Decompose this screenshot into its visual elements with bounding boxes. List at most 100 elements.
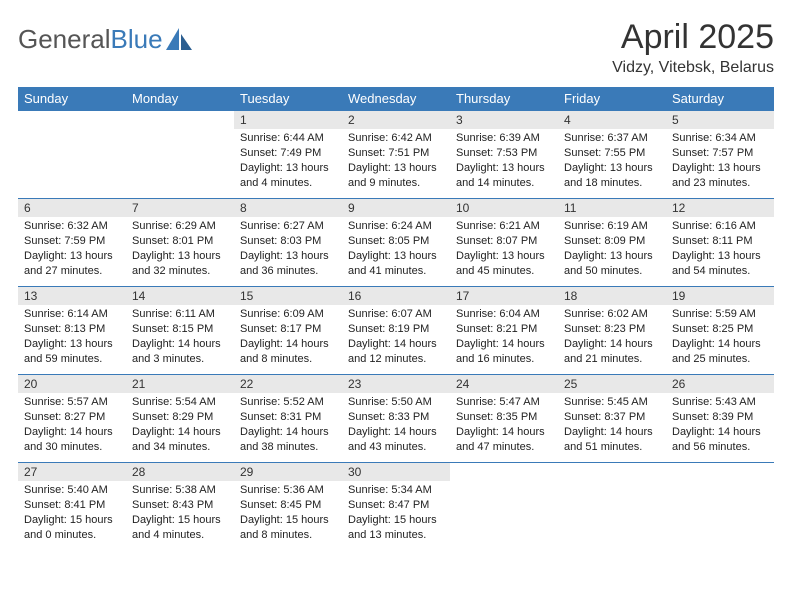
day-text: Sunrise: 5:45 AMSunset: 8:37 PMDaylight:… <box>558 393 666 458</box>
dayname: Friday <box>558 87 666 111</box>
logo: GeneralBlue <box>18 18 192 55</box>
day-cell: 10Sunrise: 6:21 AMSunset: 8:07 PMDayligh… <box>450 199 558 287</box>
day-number: 1 <box>234 111 342 129</box>
day-cell: 5Sunrise: 6:34 AMSunset: 7:57 PMDaylight… <box>666 111 774 199</box>
day-text: Sunrise: 6:07 AMSunset: 8:19 PMDaylight:… <box>342 305 450 370</box>
day-text: Sunrise: 5:36 AMSunset: 8:45 PMDaylight:… <box>234 481 342 546</box>
day-cell: 11Sunrise: 6:19 AMSunset: 8:09 PMDayligh… <box>558 199 666 287</box>
title-block: April 2025 Vidzy, Vitebsk, Belarus <box>612 18 774 77</box>
dayname-row: Sunday Monday Tuesday Wednesday Thursday… <box>18 87 774 111</box>
day-cell: 3Sunrise: 6:39 AMSunset: 7:53 PMDaylight… <box>450 111 558 199</box>
day-number: 17 <box>450 287 558 305</box>
day-number: 13 <box>18 287 126 305</box>
day-text: Sunrise: 6:02 AMSunset: 8:23 PMDaylight:… <box>558 305 666 370</box>
day-cell: 18Sunrise: 6:02 AMSunset: 8:23 PMDayligh… <box>558 287 666 375</box>
day-text: Sunrise: 5:40 AMSunset: 8:41 PMDaylight:… <box>18 481 126 546</box>
day-number: 29 <box>234 463 342 481</box>
dayname: Monday <box>126 87 234 111</box>
day-cell: 15Sunrise: 6:09 AMSunset: 8:17 PMDayligh… <box>234 287 342 375</box>
day-cell: 22Sunrise: 5:52 AMSunset: 8:31 PMDayligh… <box>234 375 342 463</box>
day-cell <box>126 111 234 199</box>
day-text: Sunrise: 6:44 AMSunset: 7:49 PMDaylight:… <box>234 129 342 194</box>
dayname: Tuesday <box>234 87 342 111</box>
day-text: Sunrise: 6:34 AMSunset: 7:57 PMDaylight:… <box>666 129 774 194</box>
day-number: 10 <box>450 199 558 217</box>
logo-text-1: General <box>18 24 111 55</box>
dayname: Thursday <box>450 87 558 111</box>
day-number: 9 <box>342 199 450 217</box>
day-cell: 29Sunrise: 5:36 AMSunset: 8:45 PMDayligh… <box>234 463 342 551</box>
day-cell: 9Sunrise: 6:24 AMSunset: 8:05 PMDaylight… <box>342 199 450 287</box>
day-text: Sunrise: 6:37 AMSunset: 7:55 PMDaylight:… <box>558 129 666 194</box>
day-cell <box>558 463 666 551</box>
day-cell: 7Sunrise: 6:29 AMSunset: 8:01 PMDaylight… <box>126 199 234 287</box>
day-cell: 8Sunrise: 6:27 AMSunset: 8:03 PMDaylight… <box>234 199 342 287</box>
header: GeneralBlue April 2025 Vidzy, Vitebsk, B… <box>18 18 774 77</box>
location: Vidzy, Vitebsk, Belarus <box>612 59 774 77</box>
dayname: Saturday <box>666 87 774 111</box>
day-number: 20 <box>18 375 126 393</box>
day-cell <box>18 111 126 199</box>
day-cell: 6Sunrise: 6:32 AMSunset: 7:59 PMDaylight… <box>18 199 126 287</box>
week-row: 6Sunrise: 6:32 AMSunset: 7:59 PMDaylight… <box>18 199 774 287</box>
day-number: 4 <box>558 111 666 129</box>
day-number: 24 <box>450 375 558 393</box>
day-number: 15 <box>234 287 342 305</box>
dayname: Wednesday <box>342 87 450 111</box>
day-cell: 17Sunrise: 6:04 AMSunset: 8:21 PMDayligh… <box>450 287 558 375</box>
day-text: Sunrise: 6:16 AMSunset: 8:11 PMDaylight:… <box>666 217 774 282</box>
day-text: Sunrise: 6:11 AMSunset: 8:15 PMDaylight:… <box>126 305 234 370</box>
day-number: 18 <box>558 287 666 305</box>
day-number: 8 <box>234 199 342 217</box>
day-number: 22 <box>234 375 342 393</box>
day-number: 7 <box>126 199 234 217</box>
day-number: 6 <box>18 199 126 217</box>
day-cell: 28Sunrise: 5:38 AMSunset: 8:43 PMDayligh… <box>126 463 234 551</box>
calendar-body: 1Sunrise: 6:44 AMSunset: 7:49 PMDaylight… <box>18 111 774 551</box>
month-title: April 2025 <box>612 18 774 57</box>
day-number: 28 <box>126 463 234 481</box>
logo-sail-icon <box>166 28 192 50</box>
day-cell: 27Sunrise: 5:40 AMSunset: 8:41 PMDayligh… <box>18 463 126 551</box>
day-cell: 19Sunrise: 5:59 AMSunset: 8:25 PMDayligh… <box>666 287 774 375</box>
calendar-table: Sunday Monday Tuesday Wednesday Thursday… <box>18 87 774 551</box>
day-number: 14 <box>126 287 234 305</box>
day-cell: 16Sunrise: 6:07 AMSunset: 8:19 PMDayligh… <box>342 287 450 375</box>
week-row: 27Sunrise: 5:40 AMSunset: 8:41 PMDayligh… <box>18 463 774 551</box>
day-cell: 4Sunrise: 6:37 AMSunset: 7:55 PMDaylight… <box>558 111 666 199</box>
day-number: 21 <box>126 375 234 393</box>
day-cell: 2Sunrise: 6:42 AMSunset: 7:51 PMDaylight… <box>342 111 450 199</box>
logo-text-2: Blue <box>111 24 163 55</box>
day-cell: 1Sunrise: 6:44 AMSunset: 7:49 PMDaylight… <box>234 111 342 199</box>
dayname: Sunday <box>18 87 126 111</box>
week-row: 13Sunrise: 6:14 AMSunset: 8:13 PMDayligh… <box>18 287 774 375</box>
day-text: Sunrise: 6:14 AMSunset: 8:13 PMDaylight:… <box>18 305 126 370</box>
day-text: Sunrise: 6:42 AMSunset: 7:51 PMDaylight:… <box>342 129 450 194</box>
day-text: Sunrise: 5:38 AMSunset: 8:43 PMDaylight:… <box>126 481 234 546</box>
day-cell: 30Sunrise: 5:34 AMSunset: 8:47 PMDayligh… <box>342 463 450 551</box>
day-cell: 24Sunrise: 5:47 AMSunset: 8:35 PMDayligh… <box>450 375 558 463</box>
day-text: Sunrise: 6:39 AMSunset: 7:53 PMDaylight:… <box>450 129 558 194</box>
day-cell: 23Sunrise: 5:50 AMSunset: 8:33 PMDayligh… <box>342 375 450 463</box>
day-cell: 12Sunrise: 6:16 AMSunset: 8:11 PMDayligh… <box>666 199 774 287</box>
day-text: Sunrise: 5:47 AMSunset: 8:35 PMDaylight:… <box>450 393 558 458</box>
day-cell <box>666 463 774 551</box>
day-text: Sunrise: 6:29 AMSunset: 8:01 PMDaylight:… <box>126 217 234 282</box>
day-text: Sunrise: 6:09 AMSunset: 8:17 PMDaylight:… <box>234 305 342 370</box>
day-cell: 13Sunrise: 6:14 AMSunset: 8:13 PMDayligh… <box>18 287 126 375</box>
day-number: 26 <box>666 375 774 393</box>
day-text: Sunrise: 6:04 AMSunset: 8:21 PMDaylight:… <box>450 305 558 370</box>
day-cell: 20Sunrise: 5:57 AMSunset: 8:27 PMDayligh… <box>18 375 126 463</box>
day-number: 23 <box>342 375 450 393</box>
day-cell: 25Sunrise: 5:45 AMSunset: 8:37 PMDayligh… <box>558 375 666 463</box>
day-text: Sunrise: 5:43 AMSunset: 8:39 PMDaylight:… <box>666 393 774 458</box>
day-text: Sunrise: 6:24 AMSunset: 8:05 PMDaylight:… <box>342 217 450 282</box>
day-text: Sunrise: 5:59 AMSunset: 8:25 PMDaylight:… <box>666 305 774 370</box>
day-text: Sunrise: 5:34 AMSunset: 8:47 PMDaylight:… <box>342 481 450 546</box>
day-text: Sunrise: 6:21 AMSunset: 8:07 PMDaylight:… <box>450 217 558 282</box>
day-number: 30 <box>342 463 450 481</box>
day-text: Sunrise: 5:52 AMSunset: 8:31 PMDaylight:… <box>234 393 342 458</box>
day-text: Sunrise: 6:19 AMSunset: 8:09 PMDaylight:… <box>558 217 666 282</box>
day-number: 19 <box>666 287 774 305</box>
day-number: 12 <box>666 199 774 217</box>
